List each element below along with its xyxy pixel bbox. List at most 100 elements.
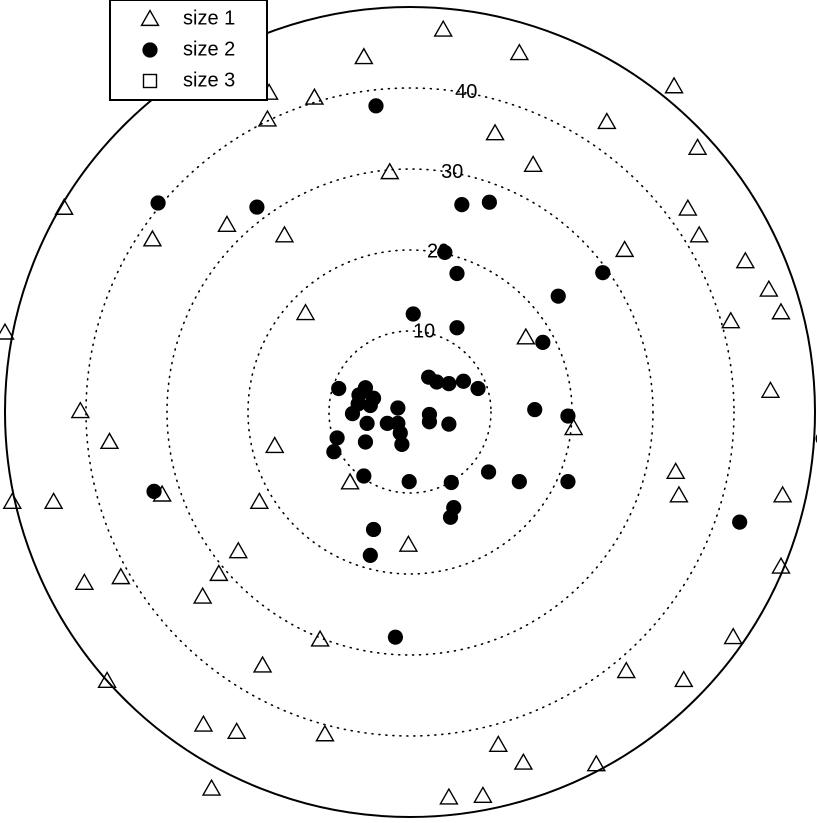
data-point: [146, 483, 162, 499]
data-point: [732, 514, 748, 530]
data-point: [387, 629, 404, 645]
data-point: [315, 724, 335, 742]
data-point: [586, 754, 607, 772]
data-point: [274, 225, 295, 243]
data-point: [689, 225, 709, 243]
data-point: [454, 197, 470, 213]
data-point: [669, 485, 689, 503]
data-point: [449, 265, 465, 282]
data-point: [111, 567, 131, 585]
data-point: [390, 400, 406, 416]
data-point: [362, 397, 378, 414]
legend-label: size 2: [183, 38, 235, 60]
data-points: [0, 19, 817, 805]
data-point: [470, 380, 486, 397]
data-point: [252, 655, 273, 673]
data-point: [97, 671, 117, 688]
data-point: [359, 415, 375, 431]
data-point: [485, 123, 505, 141]
data-point: [560, 408, 576, 424]
data-point: [265, 436, 285, 454]
data-point: [441, 416, 457, 432]
data-point: [193, 714, 214, 732]
data-point: [201, 778, 222, 796]
legend-box: [109, 0, 268, 101]
data-point: [441, 376, 457, 392]
data-point: [405, 306, 421, 322]
data-point: [340, 472, 360, 490]
data-point: [43, 491, 64, 509]
radial-tick-label: 30: [441, 161, 463, 183]
data-point: [392, 425, 408, 441]
data-point: [192, 586, 213, 604]
data-point: [354, 47, 374, 65]
data-point: [443, 474, 459, 491]
data-point: [527, 401, 543, 418]
data-point: [664, 76, 684, 94]
data-point: [380, 162, 400, 180]
data-point: [357, 434, 374, 450]
data-point: [74, 572, 95, 590]
data-point: [511, 474, 527, 490]
data-point: [226, 722, 247, 740]
data-point: [99, 432, 120, 450]
data-point: [523, 155, 543, 173]
grid-ring: [328, 330, 492, 494]
data-point: [249, 491, 270, 509]
data-point: [687, 138, 708, 156]
data-point: [772, 485, 793, 503]
data-point: [356, 468, 372, 484]
data-point: [771, 302, 791, 320]
data-point: [595, 265, 611, 281]
data-point: [449, 320, 465, 336]
data-point: [142, 229, 163, 247]
data-point: [563, 418, 584, 436]
data-point: [150, 195, 166, 211]
data-point: [362, 547, 378, 563]
data-point: [473, 786, 493, 804]
data-point: [295, 303, 316, 321]
data-point: [560, 474, 576, 490]
data-point: [481, 194, 497, 210]
data-point: [365, 521, 382, 538]
data-point: [398, 534, 419, 552]
data-point: [0, 322, 15, 340]
data-point: [678, 198, 698, 216]
radial-tick-label: 10: [413, 321, 435, 343]
data-point: [721, 311, 741, 329]
data-point: [401, 474, 417, 490]
data-point: [421, 414, 438, 430]
data-point: [439, 787, 459, 805]
grid-ring: [166, 168, 654, 656]
data-point: [344, 406, 361, 422]
data-point: [70, 401, 91, 419]
radial-tick-label: 40: [455, 81, 477, 103]
data-point: [228, 541, 248, 559]
legend-label: size 3: [183, 69, 235, 91]
legend-marker: [140, 9, 160, 27]
data-point: [759, 279, 779, 297]
data-point: [331, 380, 347, 397]
data-point: [480, 464, 497, 480]
plot-boundary-circle: [4, 6, 816, 818]
data-point: [217, 214, 237, 232]
data-point: [488, 734, 508, 752]
data-point: [735, 251, 756, 269]
data-point: [2, 491, 22, 509]
data-point: [760, 381, 781, 399]
data-point: [674, 670, 694, 688]
data-point: [326, 444, 342, 460]
data-point: [249, 199, 265, 215]
data-point: [513, 752, 534, 770]
data-point: [665, 462, 686, 480]
data-point: [433, 19, 453, 37]
data-point: [723, 627, 743, 645]
data-point: [257, 109, 278, 127]
data-point: [550, 288, 566, 304]
data-point: [394, 436, 410, 452]
data-point: [535, 334, 551, 350]
data-point: [310, 629, 330, 647]
data-point: [597, 112, 617, 130]
data-point: [616, 661, 636, 679]
